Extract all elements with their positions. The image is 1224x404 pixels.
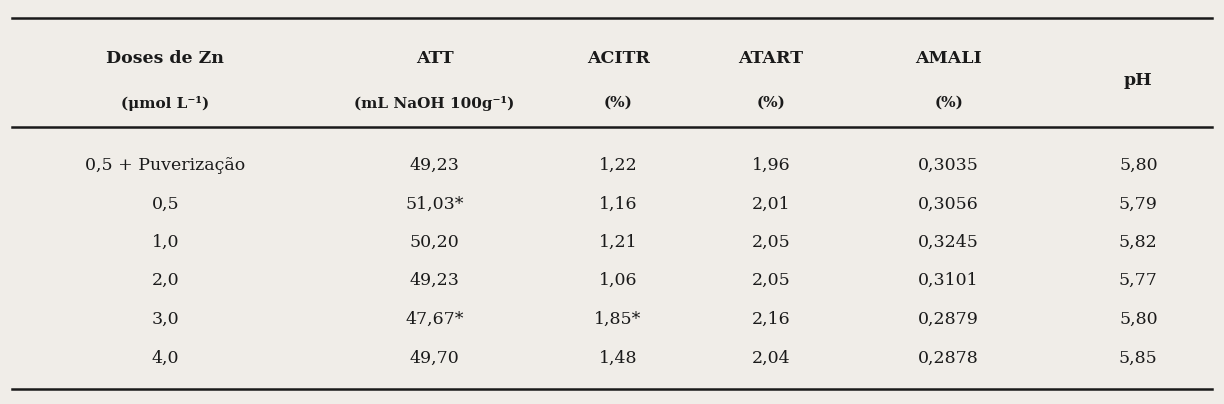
Text: 2,05: 2,05 <box>752 272 791 289</box>
Text: Doses de Zn: Doses de Zn <box>106 50 224 67</box>
Text: 51,03*: 51,03* <box>405 196 464 213</box>
Text: ATART: ATART <box>738 50 804 67</box>
Text: 1,85*: 1,85* <box>595 311 641 328</box>
Text: 3,0: 3,0 <box>152 311 179 328</box>
Text: 5,82: 5,82 <box>1119 234 1158 251</box>
Text: 0,3035: 0,3035 <box>918 157 979 174</box>
Text: 5,80: 5,80 <box>1119 157 1158 174</box>
Text: 4,0: 4,0 <box>152 350 179 367</box>
Text: 0,2879: 0,2879 <box>918 311 979 328</box>
Text: AMALI: AMALI <box>916 50 982 67</box>
Text: (μmol L⁻¹): (μmol L⁻¹) <box>121 95 209 111</box>
Text: 1,16: 1,16 <box>599 196 638 213</box>
Text: 0,3056: 0,3056 <box>918 196 979 213</box>
Text: 0,3101: 0,3101 <box>918 272 979 289</box>
Text: 2,16: 2,16 <box>752 311 791 328</box>
Text: (%): (%) <box>934 96 963 110</box>
Text: 1,96: 1,96 <box>752 157 791 174</box>
Text: 0,2878: 0,2878 <box>918 350 979 367</box>
Text: 2,05: 2,05 <box>752 234 791 251</box>
Text: 1,22: 1,22 <box>599 157 638 174</box>
Text: 49,23: 49,23 <box>410 157 459 174</box>
Text: 1,06: 1,06 <box>599 272 638 289</box>
Text: pH: pH <box>1124 72 1153 89</box>
Text: 5,79: 5,79 <box>1119 196 1158 213</box>
Text: 5,80: 5,80 <box>1119 311 1158 328</box>
Text: 5,77: 5,77 <box>1119 272 1158 289</box>
Text: 50,20: 50,20 <box>410 234 459 251</box>
Text: 0,5 + Puverização: 0,5 + Puverização <box>86 157 245 174</box>
Text: (%): (%) <box>603 96 633 110</box>
Text: 2,04: 2,04 <box>752 350 791 367</box>
Text: 1,0: 1,0 <box>152 234 179 251</box>
Text: (%): (%) <box>756 96 786 110</box>
Text: (mL NaOH 100g⁻¹): (mL NaOH 100g⁻¹) <box>354 95 515 111</box>
Text: ATT: ATT <box>416 50 453 67</box>
Text: 49,70: 49,70 <box>410 350 459 367</box>
Text: 5,85: 5,85 <box>1119 350 1158 367</box>
Text: 0,5: 0,5 <box>152 196 179 213</box>
Text: 47,67*: 47,67* <box>405 311 464 328</box>
Text: ACITR: ACITR <box>586 50 650 67</box>
Text: 1,48: 1,48 <box>599 350 638 367</box>
Text: 2,0: 2,0 <box>152 272 179 289</box>
Text: 0,3245: 0,3245 <box>918 234 979 251</box>
Text: 2,01: 2,01 <box>752 196 791 213</box>
Text: 1,21: 1,21 <box>599 234 638 251</box>
Text: 49,23: 49,23 <box>410 272 459 289</box>
